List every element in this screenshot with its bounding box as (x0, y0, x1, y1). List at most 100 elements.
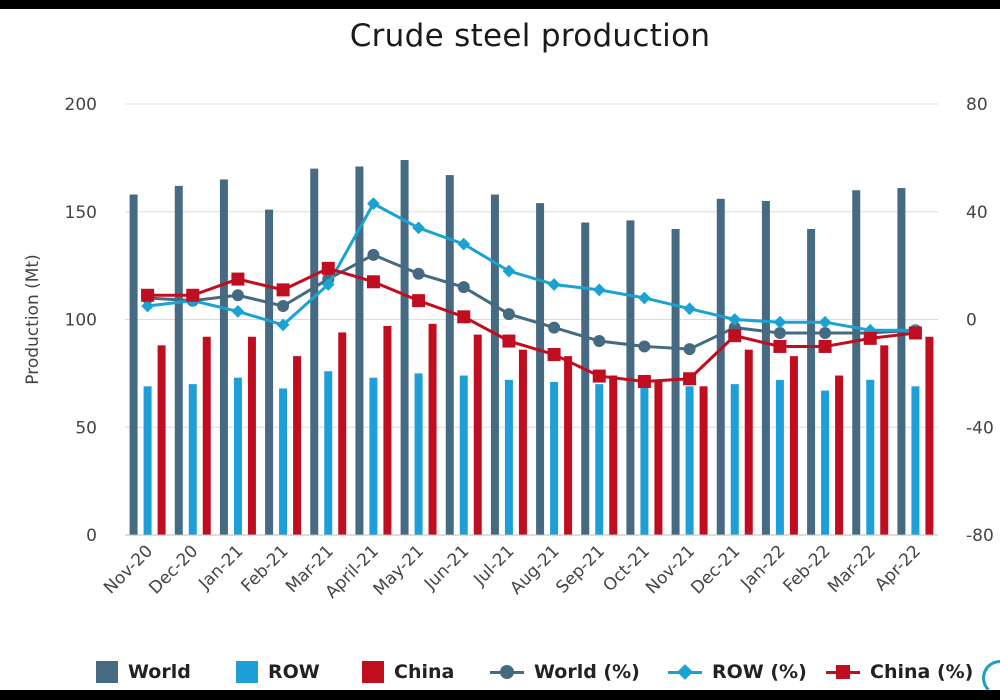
legend-swatch-world-pct (490, 661, 524, 683)
bar-china (835, 375, 844, 535)
point-row (592, 283, 606, 297)
bar-china (699, 386, 708, 535)
bar-row (911, 386, 920, 535)
legend-swatch-china (362, 661, 384, 683)
bar-world (400, 160, 409, 535)
bar-row (685, 386, 694, 535)
point-china (728, 329, 742, 343)
line-row (147, 201, 916, 332)
bar-row (821, 390, 830, 535)
point-world (683, 343, 696, 356)
x-tick-label: Nov-21 (642, 541, 699, 598)
x-tick-label: Mar-22 (824, 541, 880, 597)
bar-row (233, 377, 242, 535)
bar-row (640, 386, 649, 535)
bar-world (626, 220, 635, 535)
bar-china (247, 336, 256, 535)
x-tick-label: Feb-22 (780, 541, 835, 596)
y-axis-label: Production (Mt) (23, 254, 43, 384)
point-row (457, 237, 471, 251)
legend-label-china: China (394, 661, 455, 683)
point-china (366, 275, 380, 289)
bar-china (518, 349, 527, 535)
legend-item-world[interactable]: World (96, 655, 191, 689)
bar-world (355, 166, 364, 535)
x-tick-label: May-21 (370, 541, 428, 599)
point-world (367, 248, 380, 261)
point-china (863, 331, 877, 345)
bar-china (609, 375, 618, 535)
legend-item-china[interactable]: China (362, 655, 454, 689)
bar-world (581, 222, 590, 535)
point-row (231, 305, 245, 318)
y-tick-label-right: 0 (966, 311, 977, 331)
point-china (457, 310, 471, 324)
bar-china (789, 356, 798, 535)
y-tick-label-left: 150 (65, 203, 97, 223)
bar-row (459, 375, 468, 535)
point-china (141, 288, 155, 302)
point-row (818, 315, 832, 329)
point-world (773, 326, 786, 339)
point-world (457, 281, 470, 294)
point-world (638, 340, 651, 353)
point-world (819, 326, 832, 339)
point-china (321, 261, 335, 275)
y-tick-label-left: 0 (86, 526, 97, 546)
point-row (547, 278, 561, 291)
y-tick-label-right: 80 (966, 95, 988, 115)
bar-row (414, 373, 423, 535)
bar-row (866, 379, 875, 535)
legend-label-world: World (128, 661, 191, 683)
x-tick-label: Jun-21 (420, 541, 473, 594)
bar-world (761, 200, 770, 535)
bar-world (897, 188, 906, 536)
bar-world (716, 198, 725, 535)
bar-row (504, 379, 513, 535)
x-tick-label: Feb-21 (238, 541, 293, 596)
legend-label-row: ROW (268, 661, 320, 683)
bottom-border (0, 690, 1000, 700)
x-tick-label: Sep-21 (552, 541, 608, 597)
point-world (412, 267, 425, 280)
bar-row (730, 384, 739, 535)
bar-china (880, 345, 889, 535)
point-china (186, 288, 200, 302)
point-china (592, 369, 606, 383)
y-tick-label-right: -80 (966, 526, 994, 546)
bar-row (188, 384, 197, 535)
bar-row (775, 379, 784, 535)
legend-item-row-pct[interactable]: ROW (%) (668, 655, 807, 689)
legend-swatch-row (236, 661, 258, 683)
legend-item-world-pct[interactable]: World (%) (490, 655, 640, 689)
y-tick-label-left: 200 (65, 95, 97, 115)
bar-row (595, 384, 604, 535)
legend-swatch-world (96, 661, 118, 683)
legend-item-row[interactable]: ROW (236, 655, 320, 689)
bar-china (744, 349, 753, 535)
point-world (502, 308, 515, 321)
bar-china (654, 379, 663, 535)
bar-row (324, 371, 333, 535)
point-china (773, 339, 787, 353)
bar-world (129, 194, 138, 535)
chart-legend: World ROW China World (%) ROW (%) China … (0, 655, 1000, 689)
point-world (277, 300, 290, 313)
line-china (147, 266, 916, 383)
legend-item-china-pct[interactable]: China (%) (826, 655, 973, 689)
point-world (231, 289, 244, 302)
point-china (908, 326, 922, 340)
bar-china (473, 334, 482, 535)
bar-row (279, 388, 288, 535)
point-china (276, 283, 290, 297)
bar-world (265, 209, 274, 535)
legend-swatch-row-pct (668, 661, 702, 683)
legend-swatch-china-pct (826, 661, 860, 683)
point-china (231, 272, 245, 286)
point-row (412, 221, 425, 235)
x-tick-label: Nov-20 (100, 541, 157, 598)
legend-label-world-pct: World (%) (534, 661, 640, 683)
bar-row (550, 381, 559, 535)
point-china (683, 372, 697, 386)
